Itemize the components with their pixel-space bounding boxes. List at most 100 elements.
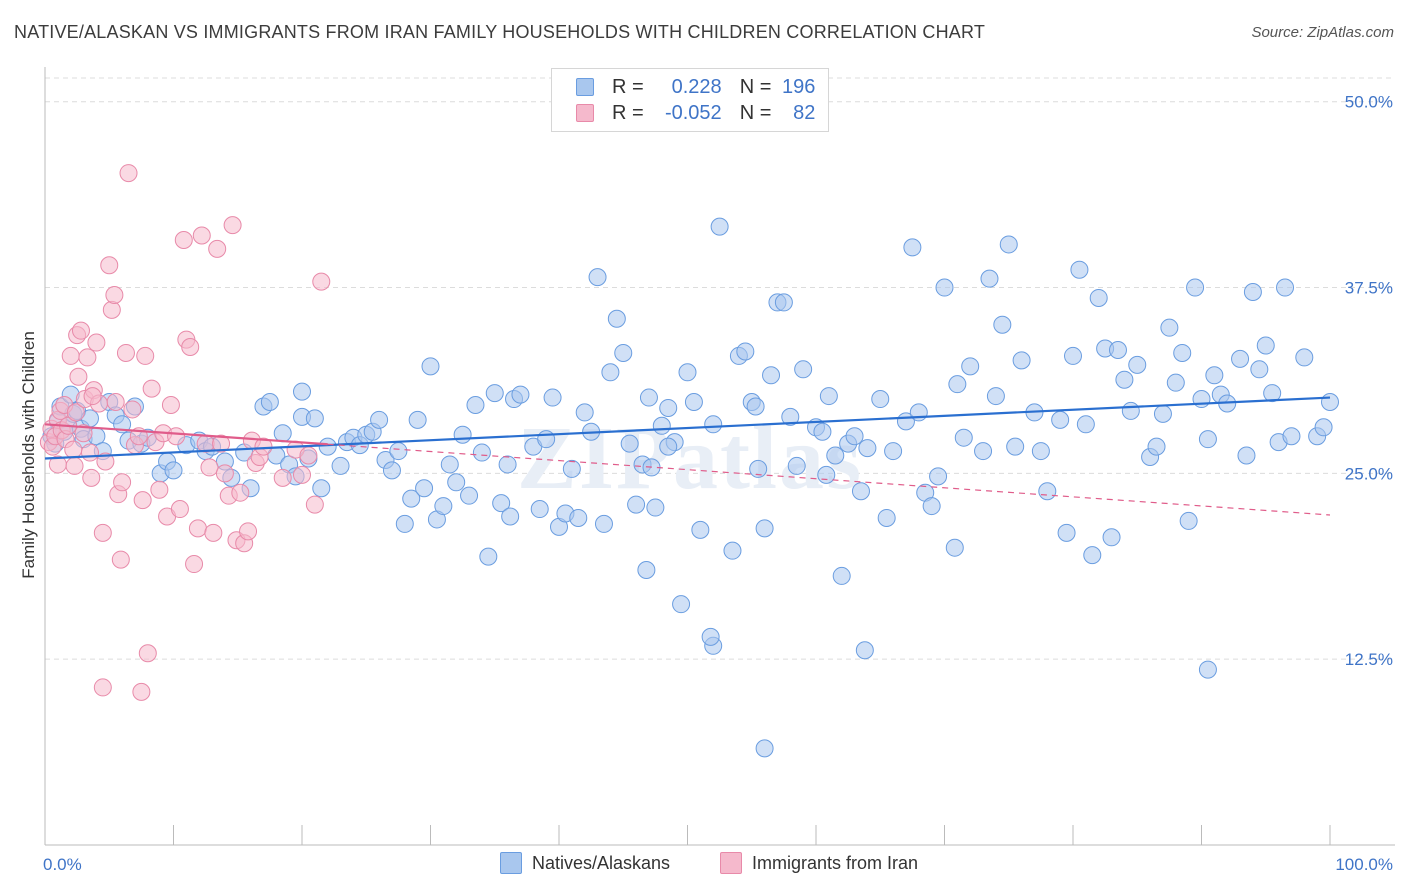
point-natives (678, 363, 697, 382)
point-iran (105, 285, 124, 304)
bottom-legend-natives: Natives/Alaskans (500, 852, 670, 874)
point-iran (102, 300, 121, 319)
bottom-legend-label-natives: Natives/Alaskans (532, 852, 671, 873)
point-natives (537, 430, 556, 449)
point-natives (755, 519, 774, 538)
point-natives (594, 514, 613, 533)
point-natives (588, 268, 607, 287)
point-natives (986, 387, 1005, 406)
point-iran (204, 523, 223, 542)
point-natives (851, 482, 870, 501)
point-iran (93, 678, 112, 697)
tick-labels: 12.5% 25.0% 37.5% 50.0% 0.0% 100.0% (43, 93, 1393, 874)
point-natives (627, 495, 646, 514)
point-iran (174, 230, 193, 249)
point-natives (460, 486, 479, 505)
point-natives (1198, 430, 1217, 449)
point-natives (637, 560, 656, 579)
point-natives (672, 595, 691, 614)
point-natives (794, 360, 813, 379)
point-natives (1231, 349, 1250, 368)
y-tick-label: 50.0% (1345, 93, 1393, 112)
point-iran (239, 522, 258, 541)
point-natives (755, 739, 774, 758)
point-natives (1108, 340, 1127, 359)
point-natives (877, 508, 896, 527)
point-iran (93, 523, 112, 542)
bottom-swatch-natives (500, 852, 522, 874)
point-natives (434, 497, 453, 516)
point-iran (83, 387, 102, 406)
point-natives (305, 409, 324, 428)
point-natives (370, 410, 389, 429)
point-natives (1263, 384, 1282, 403)
point-iran (142, 379, 161, 398)
point-natives (1179, 511, 1198, 530)
point-natives (607, 309, 626, 328)
point-natives (273, 424, 292, 443)
point-natives (1250, 360, 1269, 379)
point-natives (813, 422, 832, 441)
point-natives (1282, 427, 1301, 446)
point-iran (78, 348, 97, 367)
point-natives (817, 465, 836, 484)
point-iran (136, 346, 155, 365)
point-natives (736, 342, 755, 361)
point-natives (935, 278, 954, 297)
point-natives (974, 442, 993, 461)
y-tick-label: 37.5% (1345, 279, 1393, 298)
point-iran (82, 468, 101, 487)
point-iran (167, 427, 186, 446)
point-natives (164, 461, 183, 480)
point-natives (1256, 336, 1275, 355)
point-natives (819, 387, 838, 406)
point-natives (762, 366, 781, 385)
source-note: Source: ZipAtlas.com (1251, 24, 1394, 41)
point-natives (447, 473, 466, 492)
point-natives (601, 363, 620, 382)
point-iran (123, 400, 142, 419)
point-natives (1198, 660, 1217, 679)
point-natives (922, 497, 941, 516)
point-iran (150, 480, 169, 499)
point-iran (80, 443, 99, 462)
point-natives (832, 566, 851, 585)
point-iran (65, 456, 84, 475)
point-natives (659, 437, 678, 456)
point-natives (1173, 343, 1192, 362)
point-natives (710, 217, 729, 236)
y-tick-label: 25.0% (1345, 464, 1393, 483)
point-iran (113, 473, 132, 492)
point-natives (575, 403, 594, 422)
point-natives (1051, 410, 1070, 429)
point-iran (185, 555, 204, 574)
x-tick-label: 0.0% (43, 855, 82, 874)
point-iran (96, 452, 115, 471)
point-natives (1237, 446, 1256, 465)
point-natives (855, 641, 874, 660)
legend-r-label: R = (612, 75, 644, 98)
point-natives (498, 455, 517, 474)
point-natives (746, 397, 765, 416)
point-natives (1147, 437, 1166, 456)
point-natives (659, 398, 678, 417)
point-iran (208, 239, 227, 258)
point-natives (415, 479, 434, 498)
point-natives (318, 437, 337, 456)
point-natives (501, 507, 520, 526)
point-natives (1057, 523, 1076, 542)
point-natives (1321, 393, 1339, 412)
point-natives (1089, 288, 1108, 307)
point-natives (562, 459, 581, 478)
point-natives (945, 538, 964, 557)
point-iran (87, 333, 106, 352)
point-iran (61, 346, 80, 365)
point-natives (453, 425, 472, 444)
point-natives (723, 541, 742, 560)
y-tick-label: 12.5% (1345, 650, 1393, 669)
point-iran (111, 550, 130, 569)
point-natives (1186, 278, 1205, 297)
y-axis-title: Family Households with Children (19, 331, 38, 579)
legend-swatch-natives (576, 78, 594, 96)
